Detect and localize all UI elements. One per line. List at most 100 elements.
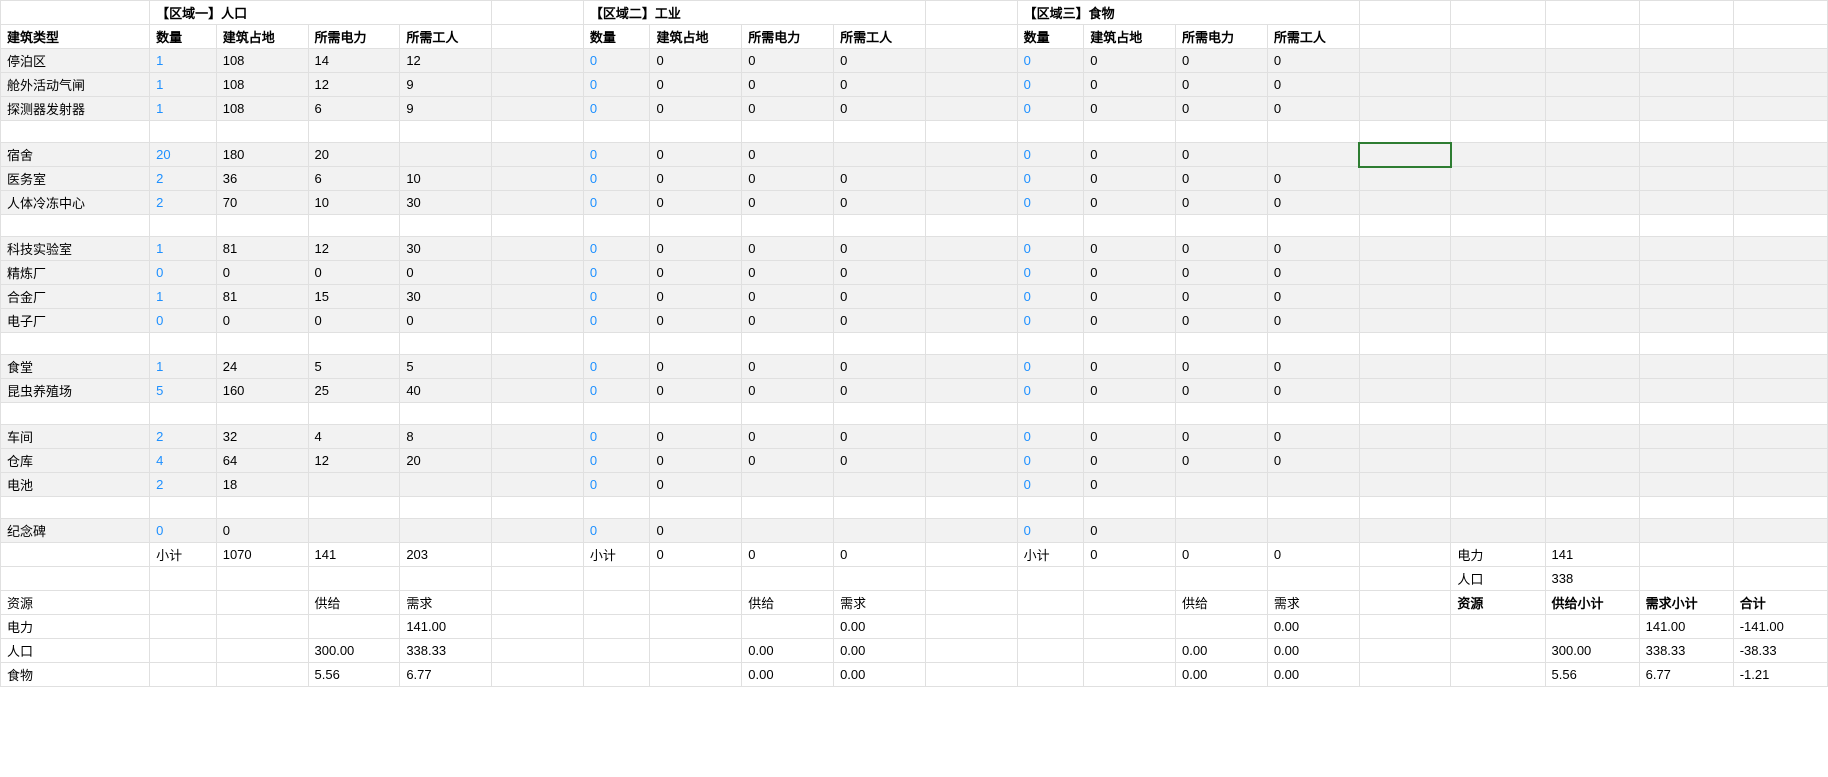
- cell[interactable]: 0: [742, 97, 834, 121]
- z2-qty[interactable]: 0: [583, 285, 650, 309]
- z1-qty[interactable]: 2: [150, 191, 217, 215]
- cell[interactable]: [1545, 97, 1639, 121]
- cell[interactable]: 0: [834, 309, 926, 333]
- cell[interactable]: 数量: [1017, 25, 1084, 49]
- cell[interactable]: 0: [742, 449, 834, 473]
- cell[interactable]: [1639, 473, 1733, 497]
- cell[interactable]: 64: [216, 449, 308, 473]
- cell[interactable]: [1359, 215, 1451, 237]
- cell[interactable]: [1267, 403, 1359, 425]
- z2-qty[interactable]: 0: [583, 143, 650, 167]
- building-name[interactable]: 车间: [1, 425, 150, 449]
- cell[interactable]: [1639, 1, 1733, 25]
- cell[interactable]: 0: [1176, 167, 1268, 191]
- cell[interactable]: 0: [650, 379, 742, 403]
- cell[interactable]: [1084, 591, 1176, 615]
- cell[interactable]: [1176, 473, 1268, 497]
- cell[interactable]: [1545, 497, 1639, 519]
- z2-qty[interactable]: [583, 497, 650, 519]
- cell[interactable]: [1733, 143, 1827, 167]
- z2-qty[interactable]: 0: [583, 49, 650, 73]
- z1-qty[interactable]: 1: [150, 237, 217, 261]
- cell[interactable]: [308, 519, 400, 543]
- cell[interactable]: [1267, 215, 1359, 237]
- cell[interactable]: 40: [400, 379, 492, 403]
- cell[interactable]: [1451, 121, 1545, 143]
- cell[interactable]: 0: [650, 519, 742, 543]
- cell[interactable]: 0: [834, 167, 926, 191]
- cell[interactable]: [925, 73, 1017, 97]
- cell[interactable]: [1267, 143, 1359, 167]
- cell[interactable]: 0: [1176, 543, 1268, 567]
- tot-supply[interactable]: 5.56: [1545, 663, 1639, 687]
- cell[interactable]: [1545, 333, 1639, 355]
- cell[interactable]: 0: [216, 309, 308, 333]
- cell[interactable]: [1359, 497, 1451, 519]
- z1-qty[interactable]: 1: [150, 73, 217, 97]
- cell[interactable]: [925, 567, 1017, 591]
- cell[interactable]: 0: [834, 285, 926, 309]
- cell[interactable]: [834, 473, 926, 497]
- cell[interactable]: 9: [400, 97, 492, 121]
- z1-qty[interactable]: [150, 215, 217, 237]
- cell[interactable]: [650, 497, 742, 519]
- cell[interactable]: [925, 333, 1017, 355]
- cell[interactable]: [150, 567, 217, 591]
- z1-qty[interactable]: 2: [150, 425, 217, 449]
- cell[interactable]: [492, 333, 584, 355]
- cell[interactable]: [1733, 191, 1827, 215]
- cell[interactable]: [1451, 355, 1545, 379]
- cell[interactable]: [925, 591, 1017, 615]
- cell[interactable]: [1451, 73, 1545, 97]
- z1-qty[interactable]: [150, 121, 217, 143]
- cell[interactable]: [1267, 121, 1359, 143]
- cell[interactable]: 供给: [742, 591, 834, 615]
- cell[interactable]: 0: [1084, 379, 1176, 403]
- cell[interactable]: [1359, 425, 1451, 449]
- cell[interactable]: [308, 121, 400, 143]
- cell[interactable]: 0: [650, 449, 742, 473]
- tot-supply[interactable]: [1545, 615, 1639, 639]
- cell[interactable]: [1545, 73, 1639, 97]
- cell[interactable]: [216, 497, 308, 519]
- cell[interactable]: [1639, 519, 1733, 543]
- cell[interactable]: 0: [1084, 49, 1176, 73]
- cell[interactable]: [650, 639, 742, 663]
- z1-qty[interactable]: 0: [150, 519, 217, 543]
- z1-qty[interactable]: 1: [150, 285, 217, 309]
- cell[interactable]: 0: [1176, 379, 1268, 403]
- cell[interactable]: 0: [1084, 543, 1176, 567]
- cell[interactable]: 0: [650, 167, 742, 191]
- cell[interactable]: [1639, 237, 1733, 261]
- cell[interactable]: 0: [1267, 73, 1359, 97]
- cell[interactable]: 0: [308, 309, 400, 333]
- resource-header[interactable]: 资源: [1, 591, 150, 615]
- z2-qty[interactable]: 0: [583, 449, 650, 473]
- col-building-type[interactable]: 建筑类型: [1, 25, 150, 49]
- demand-header[interactable]: 需求: [400, 591, 492, 615]
- cell[interactable]: 9: [400, 73, 492, 97]
- z1-qty[interactable]: 2: [150, 167, 217, 191]
- cell[interactable]: [1017, 567, 1084, 591]
- cell[interactable]: 0: [1267, 309, 1359, 333]
- cell[interactable]: 0: [1267, 355, 1359, 379]
- cell[interactable]: [1639, 49, 1733, 73]
- cell[interactable]: 338.33: [400, 639, 492, 663]
- cell[interactable]: 0: [742, 143, 834, 167]
- z3-qty[interactable]: 0: [1017, 519, 1084, 543]
- cell[interactable]: [1359, 449, 1451, 473]
- cell[interactable]: 0: [1267, 285, 1359, 309]
- cell[interactable]: [492, 25, 584, 49]
- cell[interactable]: 0: [1084, 425, 1176, 449]
- cell[interactable]: 0: [834, 449, 926, 473]
- cell[interactable]: 0: [834, 191, 926, 215]
- cell[interactable]: 1070: [216, 543, 308, 567]
- cell[interactable]: [1017, 615, 1084, 639]
- cell[interactable]: [925, 237, 1017, 261]
- cell[interactable]: 0: [1176, 143, 1268, 167]
- cell[interactable]: [308, 403, 400, 425]
- cell[interactable]: [1267, 473, 1359, 497]
- cell[interactable]: [834, 403, 926, 425]
- cell[interactable]: 0: [1267, 237, 1359, 261]
- cell[interactable]: [1639, 355, 1733, 379]
